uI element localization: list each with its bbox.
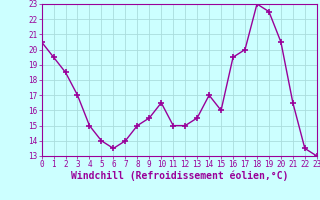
X-axis label: Windchill (Refroidissement éolien,°C): Windchill (Refroidissement éolien,°C) xyxy=(70,171,288,181)
